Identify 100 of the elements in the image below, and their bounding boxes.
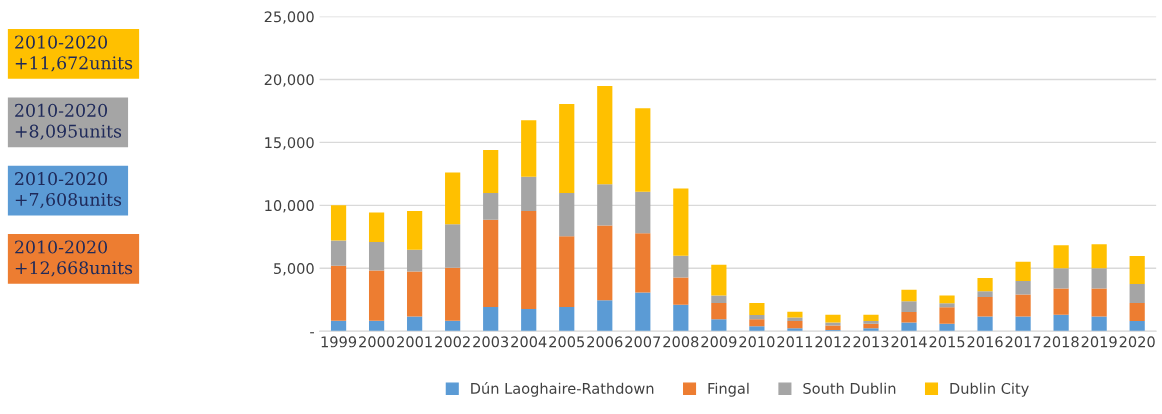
bar bbox=[901, 301, 917, 313]
bar bbox=[559, 306, 575, 332]
x-tick-label: 2020 bbox=[1119, 336, 1155, 348]
bar bbox=[635, 292, 651, 332]
bar bbox=[368, 242, 385, 271]
text: 2010-2020 +11,672units bbox=[15, 35, 133, 72]
bar bbox=[521, 210, 537, 309]
bar bbox=[787, 311, 803, 318]
bar bbox=[407, 249, 423, 272]
bar bbox=[521, 176, 537, 211]
bar bbox=[1015, 280, 1031, 295]
bar bbox=[330, 240, 347, 266]
text: 2010-2020 +8,095units bbox=[15, 103, 122, 140]
bar bbox=[1091, 316, 1107, 332]
bar bbox=[1091, 268, 1107, 289]
y-tick-label: 20,000 bbox=[264, 74, 314, 87]
bar bbox=[1053, 288, 1069, 315]
bar bbox=[711, 264, 727, 296]
bar bbox=[787, 328, 803, 332]
bar bbox=[901, 289, 917, 302]
bar bbox=[977, 316, 993, 332]
bar bbox=[939, 295, 955, 304]
bar bbox=[711, 319, 727, 332]
bar bbox=[483, 149, 499, 193]
bar bbox=[559, 104, 575, 193]
bar bbox=[445, 172, 461, 225]
bar bbox=[939, 307, 955, 324]
y-tick-label: 25,000 bbox=[264, 11, 314, 24]
bar bbox=[635, 108, 651, 192]
x-tick-label: 2004 bbox=[511, 336, 547, 348]
bar bbox=[825, 322, 841, 326]
bar bbox=[1129, 283, 1145, 304]
y-tick-label: - bbox=[310, 332, 314, 334]
bar bbox=[407, 271, 423, 317]
x-tick-label: 2008 bbox=[663, 336, 699, 348]
bar bbox=[673, 277, 689, 305]
x-tick-label: 2003 bbox=[473, 336, 509, 348]
bar bbox=[1015, 261, 1031, 281]
bar bbox=[977, 297, 993, 317]
y-tick-label: 15,000 bbox=[265, 137, 314, 150]
bar bbox=[1129, 255, 1145, 284]
bar bbox=[825, 325, 841, 330]
bar bbox=[1053, 314, 1069, 332]
legend-label: Dublin City bbox=[950, 382, 1029, 397]
bar bbox=[939, 303, 955, 308]
bar bbox=[977, 277, 993, 292]
bar bbox=[368, 212, 385, 243]
bar bbox=[521, 120, 537, 177]
x-tick-label: 2005 bbox=[549, 336, 585, 348]
x-tick-label: 2002 bbox=[435, 336, 470, 348]
x-tick-label: 2013 bbox=[853, 336, 889, 348]
bar bbox=[483, 219, 499, 307]
x-tick-label: 2018 bbox=[1043, 336, 1079, 348]
bar bbox=[787, 320, 803, 329]
bar bbox=[977, 291, 993, 298]
bar bbox=[863, 314, 879, 321]
y-tick-label: 10,000 bbox=[265, 200, 314, 213]
bar bbox=[1015, 294, 1031, 317]
bar bbox=[635, 233, 651, 293]
bar bbox=[901, 322, 917, 332]
x-tick-label: 2012 bbox=[815, 336, 851, 348]
bar bbox=[368, 270, 385, 321]
legend-label: Fingal bbox=[708, 382, 749, 397]
x-tick-label: 2006 bbox=[587, 336, 623, 348]
bar bbox=[749, 319, 765, 327]
x-tick-label: 2017 bbox=[1005, 336, 1041, 348]
x-tick-label: 2007 bbox=[625, 336, 661, 348]
bar bbox=[559, 236, 575, 307]
bar bbox=[597, 300, 613, 332]
bar bbox=[749, 326, 765, 332]
bar bbox=[445, 267, 461, 321]
bar bbox=[330, 265, 347, 321]
bar bbox=[635, 191, 651, 234]
bar bbox=[521, 308, 537, 332]
bar bbox=[1129, 320, 1145, 332]
text: 2010-2020 +7,608units bbox=[15, 172, 122, 209]
bar bbox=[1015, 316, 1031, 332]
bar bbox=[597, 86, 613, 185]
bar bbox=[901, 312, 917, 323]
bar bbox=[597, 225, 613, 301]
bar bbox=[749, 314, 765, 320]
bar bbox=[483, 192, 499, 220]
x-tick-label: 2010 bbox=[739, 336, 775, 348]
x-tick-label: 2015 bbox=[929, 336, 965, 348]
bar bbox=[597, 184, 613, 226]
bar bbox=[368, 320, 385, 332]
bar bbox=[711, 303, 727, 320]
bar bbox=[559, 192, 575, 237]
bar bbox=[1091, 288, 1107, 317]
x-tick-label: 1999 bbox=[321, 336, 357, 348]
bar bbox=[863, 323, 879, 329]
x-tick-label: 2000 bbox=[359, 336, 395, 348]
bar bbox=[673, 188, 689, 256]
x-tick-label: 2001 bbox=[397, 336, 432, 348]
bar bbox=[787, 317, 803, 321]
x-tick-label: 2009 bbox=[701, 336, 737, 348]
bar bbox=[711, 295, 727, 304]
bar bbox=[939, 323, 955, 332]
bar bbox=[825, 314, 841, 323]
bar bbox=[1053, 268, 1069, 289]
